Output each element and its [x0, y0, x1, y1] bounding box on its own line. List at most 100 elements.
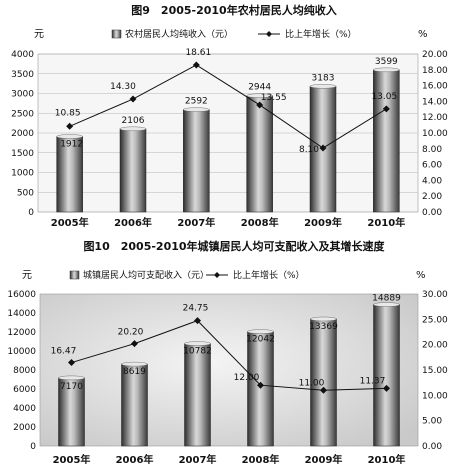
- line-point: [129, 95, 137, 103]
- y-right-tick-label: 5.00: [422, 417, 442, 427]
- line-data-label: 18.61: [185, 48, 211, 58]
- bar-data-label: 2944: [248, 83, 271, 93]
- bar-top: [58, 375, 85, 381]
- x-tick-label: 2006年: [114, 216, 152, 229]
- bar: [183, 109, 210, 213]
- line-data-label: 20.20: [118, 328, 144, 338]
- line-data-label: 10.85: [55, 108, 81, 118]
- y-left-unit: 元: [22, 270, 32, 281]
- line-point: [256, 101, 264, 109]
- y-left-unit: 元: [34, 29, 44, 40]
- plot-area: [39, 293, 419, 447]
- y-right-tick-label: 10.00: [422, 129, 448, 139]
- y-left-tick-label: 1000: [11, 169, 34, 179]
- y-left-tick-label: 0: [30, 442, 36, 452]
- x-tick-label: 2010年: [368, 453, 406, 466]
- y-right-tick-label: 8.00: [422, 145, 442, 155]
- legend-bar-swatch: [111, 29, 122, 39]
- legend-line-label: 比上年增长（%）: [233, 269, 305, 281]
- bar-top: [309, 84, 337, 89]
- y-left-tick-label: 4000: [13, 404, 36, 414]
- y-right-tick-label: 4.00: [422, 176, 442, 186]
- line-data-label: 13.05: [371, 92, 397, 102]
- x-tick-label: 2005年: [51, 216, 89, 229]
- bar-data-label: 7170: [60, 382, 83, 392]
- line-point: [383, 384, 390, 392]
- line-point: [319, 144, 327, 152]
- y-right-tick-label: 30.00: [422, 290, 448, 300]
- x-tick-label: 2007年: [177, 216, 215, 229]
- chart-10-svg: 0 2000 4000 6000 8000 10000 12000 14000 16000 0.0…: [7, 269, 448, 466]
- bar: [121, 363, 148, 447]
- bar-top: [310, 316, 337, 322]
- bar-top: [246, 93, 273, 98]
- line-data-label: 24.75: [183, 304, 209, 314]
- bar-data-label: 3599: [375, 57, 398, 67]
- line-point: [131, 340, 138, 348]
- y-left-tick-label: 3000: [11, 90, 34, 100]
- y-right-tick-label: 12.00: [422, 113, 448, 123]
- line-data-label: 16.47: [51, 347, 77, 357]
- y-right-tick-label: 0.00: [422, 208, 442, 218]
- y-right-unit: %: [416, 270, 426, 281]
- y-left-tick-label: 10000: [7, 347, 36, 357]
- line-data-label: 13.55: [261, 93, 287, 103]
- y-right-tick-label: 16.00: [422, 82, 448, 92]
- x-tick-label: 2005年: [53, 453, 91, 466]
- legend-bar-label: 城镇居民人均可支配收入（元）: [83, 269, 209, 281]
- y-left-tick-label: 1500: [11, 149, 34, 159]
- legend-line-marker: [266, 31, 272, 37]
- bar-top: [56, 134, 83, 139]
- line-point: [320, 386, 327, 394]
- y-left-tick-label: 2000: [13, 423, 36, 433]
- y-left-tick-label: 16000: [7, 290, 36, 300]
- y-right-tick-label: 15.00: [422, 366, 448, 376]
- y-right-tick-label: 14.00: [422, 97, 448, 107]
- bar-top: [184, 341, 211, 346]
- bar: [247, 331, 274, 447]
- y-right-tick-label: 20.00: [422, 341, 448, 351]
- bar: [310, 318, 337, 447]
- bar: [184, 343, 211, 447]
- bar: [246, 95, 273, 213]
- line-point: [382, 105, 390, 113]
- y-right-tick-label: 10.00: [422, 391, 448, 401]
- bar-data-label: 13369: [309, 322, 338, 332]
- bar-data-label: 2106: [122, 116, 145, 126]
- y-right-tick-label: 6.00: [422, 161, 442, 171]
- x-tick-label: 2009年: [304, 216, 342, 229]
- line-data-label: 8.10: [299, 145, 319, 155]
- figure-10: 图10 2005-2010年城镇居民人均可支配收入及其增长速度 0 2000 400…: [0, 236, 468, 471]
- y-left-tick-label: 4000: [11, 50, 34, 60]
- bar-top: [373, 302, 400, 307]
- line-point: [194, 317, 201, 325]
- legend-line-marker: [214, 272, 220, 278]
- y-right-unit: %: [418, 29, 428, 40]
- chart-9-svg: 0 500 1000 1500 2000 2500 3000 3500 4000 0.00 2.00…: [11, 28, 448, 229]
- y-left-tick-label: 12000: [7, 328, 36, 338]
- line-data-label: 14.30: [110, 82, 136, 92]
- x-tick-label: 2008年: [241, 216, 279, 229]
- bar-data-label: 10782: [183, 347, 212, 357]
- line-point: [192, 61, 200, 69]
- chart-title: 图10 2005-2010年城镇居民人均可支配收入及其增长速度: [83, 240, 385, 253]
- x-tick-label: 2006年: [116, 453, 154, 466]
- bar: [56, 136, 83, 213]
- bar: [373, 304, 400, 447]
- bar: [58, 377, 85, 447]
- bar-data-label: 2592: [185, 97, 208, 107]
- y-right-tick-label: 20.00: [422, 50, 448, 60]
- y-left-tick-label: 14000: [7, 309, 36, 319]
- y-left-tick-label: 500: [17, 188, 34, 198]
- y-left-tick-label: 6000: [13, 385, 36, 395]
- bar-data-label: 8619: [123, 367, 146, 377]
- line-point: [66, 122, 74, 130]
- y-left-tick-label: 0: [28, 208, 34, 218]
- legend-line-label: 比上年增长（%）: [285, 28, 357, 40]
- bar-top: [183, 107, 210, 112]
- y-right-tick-label: 25.00: [422, 315, 448, 325]
- y-left-tick-label: 8000: [13, 366, 36, 376]
- bar-top: [119, 126, 147, 132]
- line-data-label: 11.00: [299, 378, 325, 388]
- y-right-tick-label: 18.00: [422, 66, 448, 76]
